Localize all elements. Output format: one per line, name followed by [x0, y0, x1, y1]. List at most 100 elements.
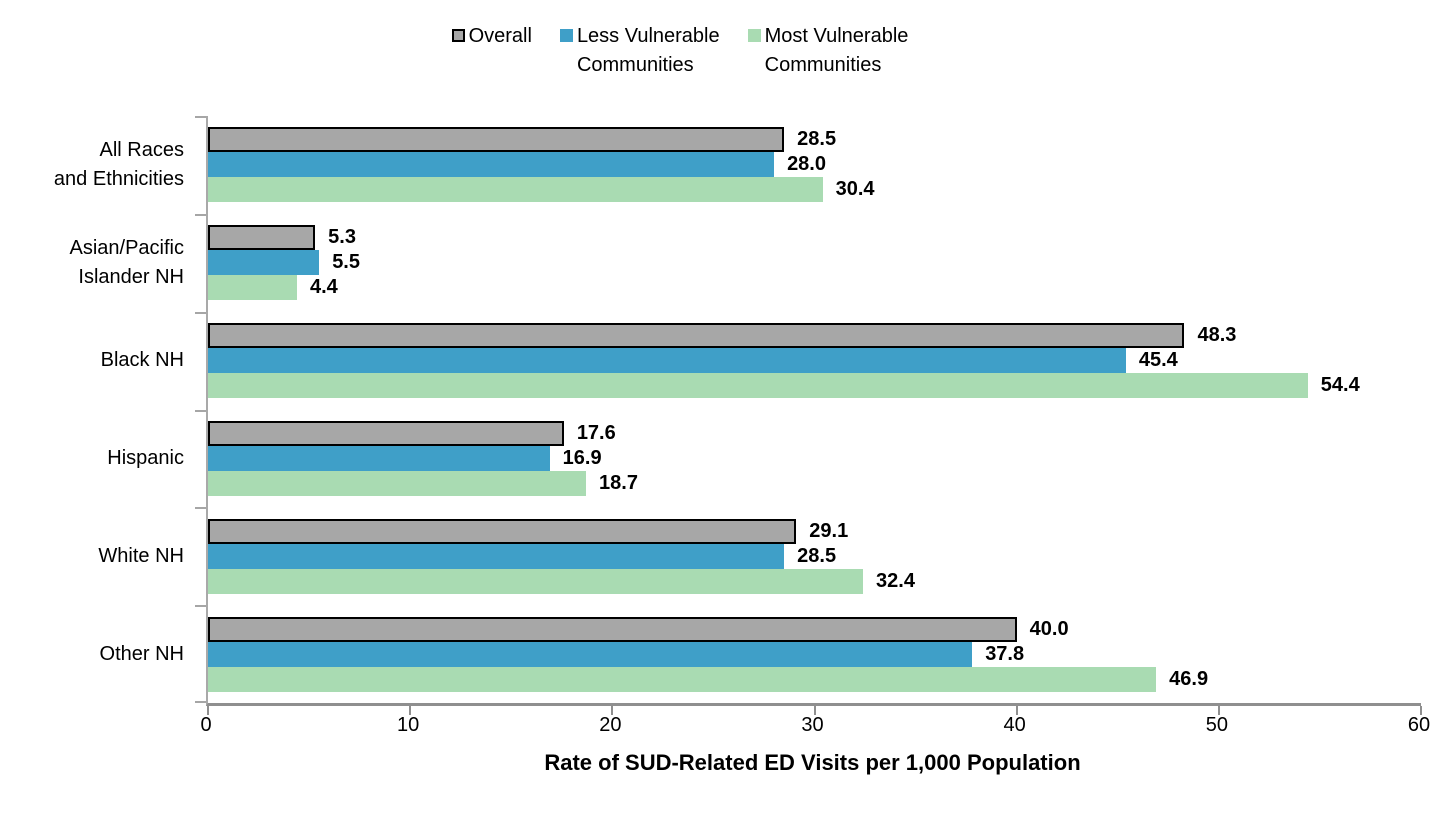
bar-row: 45.4: [208, 348, 1421, 374]
plot-column: 28.5 28.0 30.4 5.3 5.5 4.4 48.3 45.4 54.4 17.6 16.…: [195, 116, 1430, 776]
y-axis-tick: [195, 409, 206, 412]
bar-group: 48.3 45.4 54.4: [208, 312, 1421, 410]
category-label: White NH: [98, 544, 184, 567]
bar-less-vulnerable-communities: [208, 543, 785, 569]
bar-row: 29.1: [208, 518, 1421, 544]
legend-item-less-vulnerable: Less Vulnerable Communities: [559, 22, 720, 80]
y-axis-tick: [195, 605, 206, 608]
bar-overall: [208, 616, 1017, 642]
value-label: 40.0: [1029, 617, 1069, 640]
value-label: 17.6: [576, 421, 616, 444]
bar-row: 5.5: [208, 250, 1421, 276]
x-tick-label: 0: [200, 714, 212, 736]
chart-body: All Races and Ethnicities Asian/Pacific I…: [0, 116, 1456, 776]
y-axis-tick: [195, 116, 206, 118]
x-axis-tick: [611, 706, 614, 715]
legend-swatch-most-vulnerable: [747, 29, 761, 42]
value-label: 29.1: [809, 519, 849, 542]
value-label: 46.9: [1169, 667, 1209, 690]
category-label: Hispanic: [107, 446, 184, 469]
x-tick-label: 10: [397, 714, 420, 736]
value-label: 28.0: [787, 153, 826, 176]
bar-less-vulnerable-communities: [208, 641, 973, 667]
category-label: All Races and Ethnicities: [53, 138, 184, 190]
bar-row: 54.4: [208, 373, 1421, 399]
x-tick-label: 60: [1407, 714, 1431, 736]
value-label: 18.7: [599, 471, 638, 494]
value-label: 37.8: [985, 642, 1025, 665]
plot-area: 28.5 28.0 30.4 5.3 5.5 4.4 48.3 45.4 54.4 17.6 16.…: [195, 116, 1422, 715]
bar-less-vulnerable-communities: [208, 445, 550, 471]
bar-group: 28.5 28.0 30.4: [208, 116, 1421, 214]
bar-overall: [208, 420, 564, 446]
chart-legend: Overall Less Vulnerable Communities Most…: [0, 0, 1408, 80]
bar-row: 28.0: [208, 152, 1421, 178]
value-label: 5.3: [328, 226, 356, 249]
value-label: 54.4: [1320, 374, 1360, 397]
category-label: Other NH: [99, 642, 184, 665]
value-label: 5.5: [332, 251, 360, 274]
value-label: 16.9: [562, 446, 602, 469]
legend-label-most-vulnerable: Most Vulnerable Communities: [764, 25, 909, 76]
x-axis-tick: [1420, 706, 1422, 715]
bar-row: 5.3: [208, 225, 1421, 251]
category-labels: All Races and Ethnicities Asian/Pacific I…: [14, 116, 206, 776]
legend-label-less-vulnerable: Less Vulnerable Communities: [576, 25, 720, 76]
value-label: 4.4: [309, 276, 338, 299]
bar-overall: [208, 225, 316, 251]
bar-group: 17.6 16.9 18.7: [208, 409, 1421, 507]
bar-row: 46.9: [208, 666, 1421, 692]
legend-label-overall: Overall: [468, 25, 532, 47]
bar-overall: [208, 127, 785, 153]
bar-row: 30.4: [208, 177, 1421, 203]
y-axis-tick: [195, 213, 206, 216]
value-label: 48.3: [1197, 324, 1237, 347]
x-axis-tick: [1217, 706, 1220, 715]
bar-most-vulnerable-communities: [208, 177, 823, 203]
legend-item-overall: Overall: [451, 22, 532, 51]
x-axis-tick: [207, 706, 209, 715]
x-tick-labels: 0 10 20 30 40 50 60: [200, 706, 1430, 742]
y-axis-tick: [195, 701, 206, 703]
bar-row: 16.9: [208, 445, 1421, 471]
bar-group: 40.0 37.8 46.9: [208, 605, 1421, 703]
bar-row: 37.8: [208, 641, 1421, 667]
bar-group: 29.1 28.5 32.4: [208, 507, 1421, 605]
x-tick-label: 40: [1003, 714, 1026, 736]
value-label: 28.5: [797, 128, 837, 151]
x-axis-tick: [1015, 706, 1018, 715]
bar-row: 18.7: [208, 470, 1421, 496]
category-label: Black NH: [100, 349, 184, 372]
bar-row: 4.4: [208, 275, 1421, 301]
bar-most-vulnerable-communities: [208, 568, 864, 594]
x-tick-label: 50: [1205, 714, 1228, 736]
bar-row: 28.5: [208, 543, 1421, 569]
y-axis-tick: [195, 507, 206, 510]
x-axis-title: Rate of SUD-Related ED Visits per 1,000 …: [544, 750, 1081, 775]
category-label: Asian/Pacific Islander NH: [69, 236, 185, 288]
bar-row: 17.6: [208, 420, 1421, 446]
value-label: 32.4: [876, 569, 915, 592]
legend-swatch-overall: [451, 29, 465, 42]
bar-less-vulnerable-communities: [208, 152, 775, 178]
bar-most-vulnerable-communities: [208, 275, 297, 301]
bar-row: 48.3: [208, 323, 1421, 349]
bar-less-vulnerable-communities: [208, 250, 320, 276]
bar-most-vulnerable-communities: [208, 373, 1308, 399]
bar-row: 32.4: [208, 568, 1421, 594]
y-axis-tick: [195, 311, 206, 314]
x-axis-tick: [813, 706, 816, 715]
bar-most-vulnerable-communities: [208, 666, 1157, 692]
x-tick-label: 20: [599, 714, 622, 736]
value-label: 45.4: [1138, 349, 1178, 372]
x-tick-label: 30: [801, 714, 824, 736]
bar-row: 40.0: [208, 616, 1421, 642]
bar-overall: [208, 518, 797, 544]
bar-less-vulnerable-communities: [208, 348, 1126, 374]
x-axis-tick: [409, 706, 412, 715]
bar-most-vulnerable-communities: [208, 470, 587, 496]
legend-item-most-vulnerable: Most Vulnerable Communities: [747, 22, 909, 80]
legend-swatch-less-vulnerable: [559, 29, 573, 42]
bar-group: 5.3 5.5 4.4: [208, 214, 1421, 312]
